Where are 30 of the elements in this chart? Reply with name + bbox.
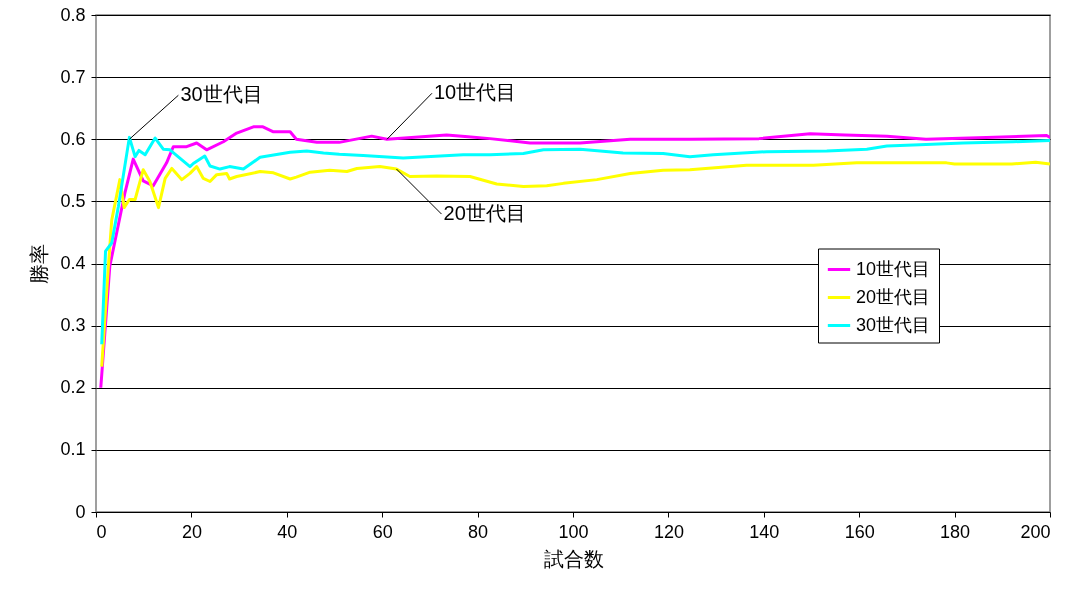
x-axis-title: 試合数 xyxy=(543,547,604,570)
x-tick-label: 140 xyxy=(749,521,780,542)
x-tick-label: 40 xyxy=(277,521,298,542)
y-tick-label: 0 xyxy=(75,501,86,522)
x-tick-label: 0 xyxy=(96,521,107,542)
y-tick-label: 0.7 xyxy=(60,66,86,87)
annotation: 20世代目 xyxy=(443,202,526,225)
x-tick-label: 200 xyxy=(1020,521,1051,542)
x-tick-label: 100 xyxy=(558,521,589,542)
y-tick-label: 0.8 xyxy=(60,4,86,25)
y-tick-label: 0.2 xyxy=(60,377,86,398)
legend-label: 20世代目 xyxy=(856,286,931,307)
x-tick-label: 80 xyxy=(468,521,489,542)
x-tick-label: 20 xyxy=(181,521,202,542)
y-tick-label: 0.3 xyxy=(60,315,86,336)
line-series xyxy=(100,135,1050,346)
line-series xyxy=(100,160,1050,369)
legend-label: 30世代目 xyxy=(856,314,931,335)
x-tick-label: 160 xyxy=(844,521,875,542)
x-tick-label: 180 xyxy=(940,521,971,542)
y-tick-label: 0.1 xyxy=(60,439,86,460)
y-tick-label: 0.4 xyxy=(60,253,86,273)
annotation: 30世代目 xyxy=(180,83,263,106)
x-tick-label: 60 xyxy=(372,521,393,542)
x-tick-label: 120 xyxy=(653,521,684,542)
y-axis-title: 勝率 xyxy=(28,244,51,284)
y-tick-label: 0.6 xyxy=(60,128,86,149)
y-tick-label: 0.5 xyxy=(60,190,86,211)
annotation: 10世代目 xyxy=(433,81,517,104)
legend-label: 10世代目 xyxy=(856,258,931,279)
